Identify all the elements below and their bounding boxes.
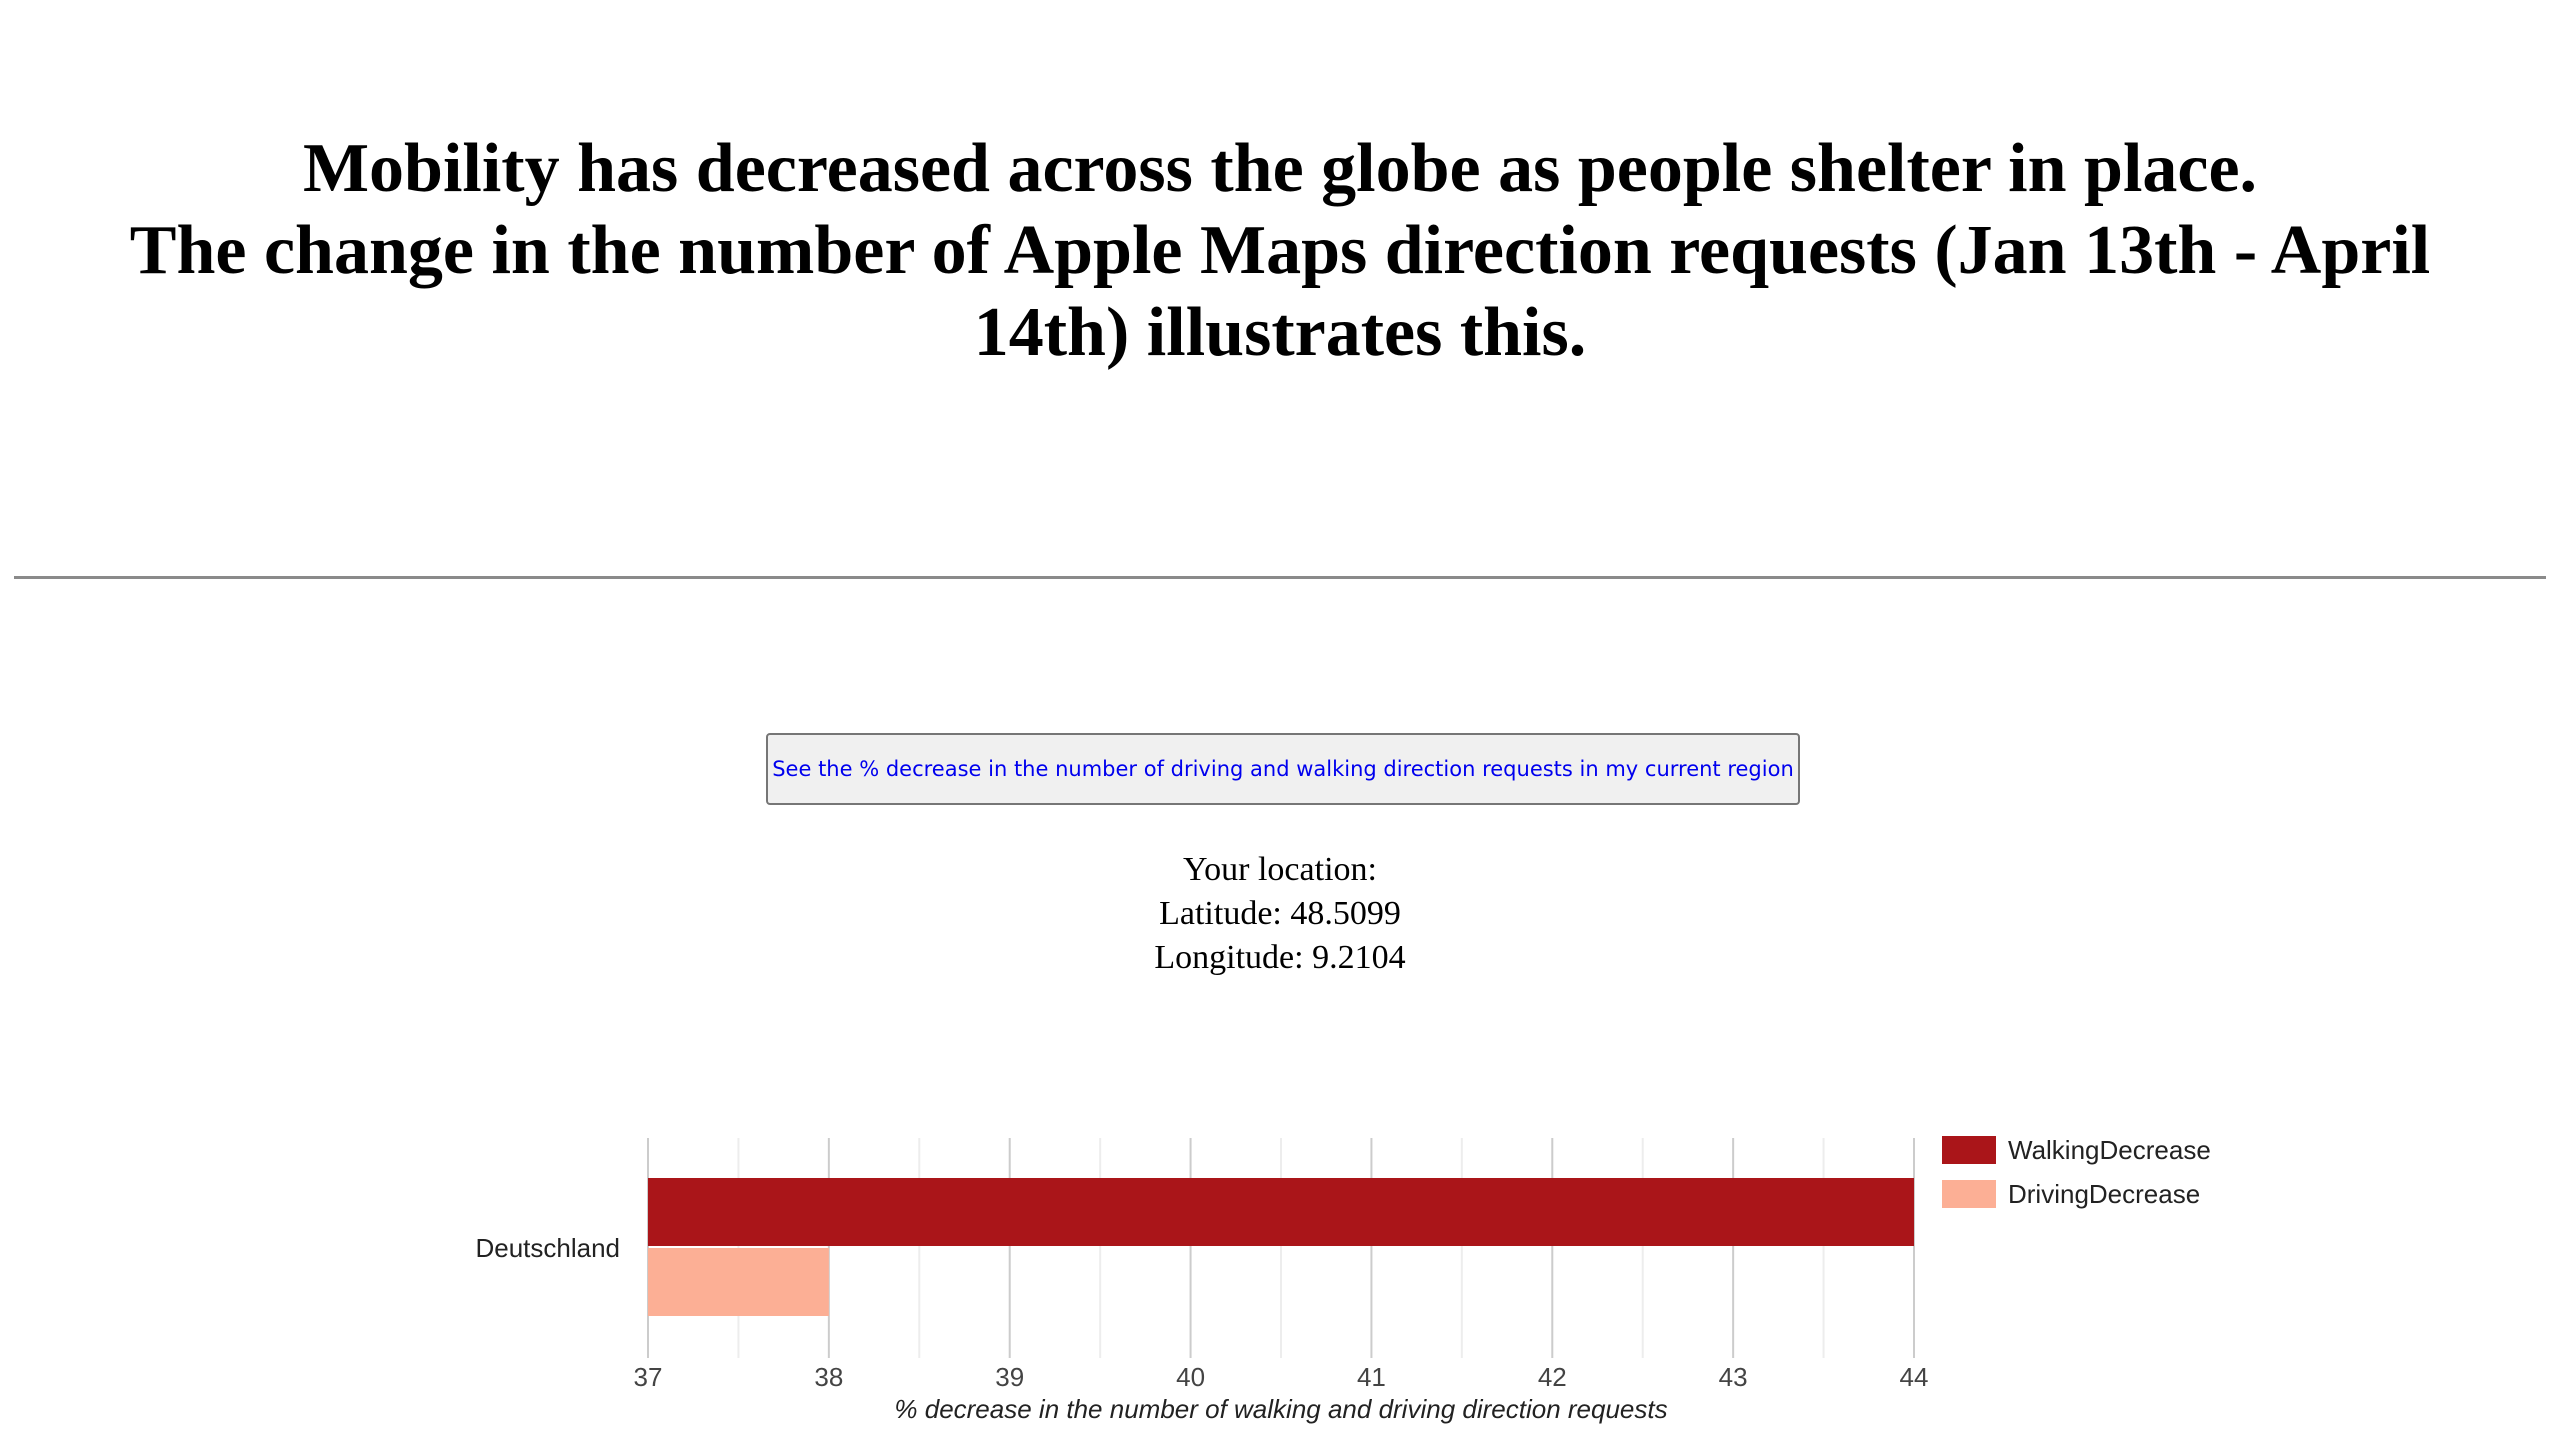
location-info: Your location: Latitude: 48.5099 Longitu… bbox=[980, 848, 1580, 980]
x-tick-label: 43 bbox=[1719, 1362, 1748, 1392]
mobility-bar-chart: 37 38 39 40 41 42 43 44 Deutschland % decrease in… bbox=[475, 1135, 2211, 1424]
legend-swatch bbox=[1942, 1136, 1996, 1164]
headline-line-2: The change in the number of Apple Maps d… bbox=[129, 212, 2431, 371]
section-divider bbox=[14, 576, 2546, 579]
x-tick-label: 38 bbox=[814, 1362, 843, 1392]
x-tick-label: 44 bbox=[1900, 1362, 1929, 1392]
location-longitude: Longitude: 9.2104 bbox=[1154, 939, 1406, 976]
x-axis-title: % decrease in the number of walking and … bbox=[894, 1394, 1667, 1424]
chart-labels: 37 38 39 40 41 42 43 44 Deutschland % decrease in… bbox=[475, 1233, 1928, 1424]
x-tick-label: 40 bbox=[1176, 1362, 1205, 1392]
x-tick-label: 37 bbox=[634, 1362, 663, 1392]
current-region-button[interactable]: See the % decrease in the number of driv… bbox=[766, 733, 1800, 805]
chart-legend: WalkingDecrease DrivingDecrease bbox=[1942, 1135, 2211, 1209]
x-tick-label: 39 bbox=[995, 1362, 1024, 1392]
location-heading: Your location: bbox=[1183, 851, 1377, 888]
bar-walkingdecrease bbox=[648, 1178, 1914, 1246]
bar-drivingdecrease bbox=[648, 1248, 829, 1316]
legend-swatch bbox=[1942, 1180, 1996, 1208]
x-tick-label: 41 bbox=[1357, 1362, 1386, 1392]
page-headline: Mobility has decreased across the globe … bbox=[60, 128, 2500, 374]
y-category-label: Deutschland bbox=[475, 1233, 620, 1263]
legend-label: DrivingDecrease bbox=[2008, 1179, 2200, 1209]
x-tick-label: 42 bbox=[1538, 1362, 1567, 1392]
headline-line-1: Mobility has decreased across the globe … bbox=[302, 130, 2258, 207]
legend-label: WalkingDecrease bbox=[2008, 1135, 2211, 1165]
location-latitude: Latitude: 48.5099 bbox=[1159, 895, 1401, 932]
chart-bars bbox=[648, 1178, 1914, 1316]
chart-gridlines bbox=[647, 1138, 1915, 1358]
